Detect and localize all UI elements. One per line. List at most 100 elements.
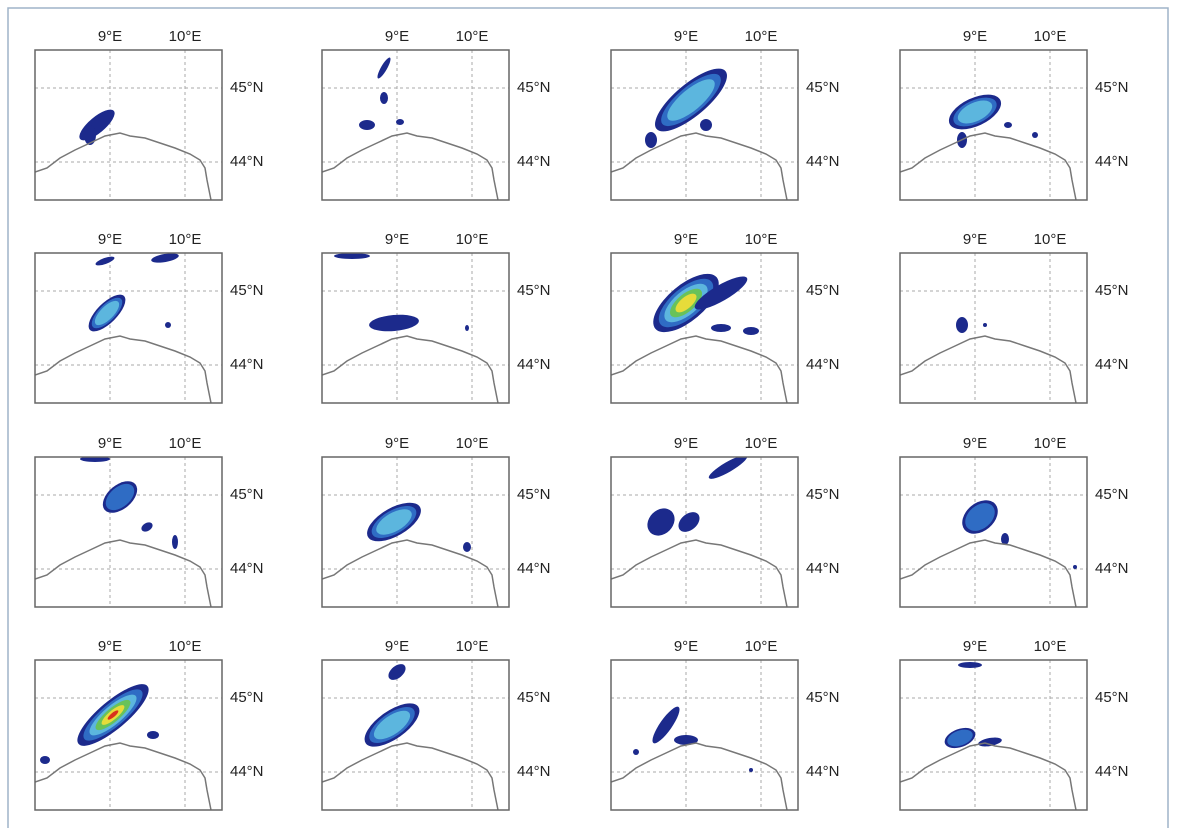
lat-label: 45°N xyxy=(517,282,551,299)
lon-label: 10°E xyxy=(745,28,778,45)
lat-label: 44°N xyxy=(1095,153,1129,170)
precip-area xyxy=(141,522,153,532)
precip-area xyxy=(165,322,171,328)
precip-area xyxy=(380,92,388,104)
precip-area xyxy=(667,79,715,121)
precip-area xyxy=(396,119,404,125)
precip-area xyxy=(1004,122,1012,128)
lon-label: 10°E xyxy=(1034,28,1067,45)
map-bg xyxy=(900,253,1087,403)
map-panel: 9°E 10°E 45°N 44°N xyxy=(321,638,551,811)
precip-area xyxy=(388,664,406,680)
map-border xyxy=(34,49,223,201)
map-border xyxy=(321,252,510,404)
map-panel: 9°E 10°E 45°N 44°N xyxy=(34,435,264,608)
map-border xyxy=(899,252,1088,404)
precip-area xyxy=(983,323,987,327)
coastline xyxy=(611,132,788,200)
coastline xyxy=(322,132,499,200)
map-bg xyxy=(611,457,798,607)
precip-area xyxy=(95,256,115,266)
coastline xyxy=(35,539,212,607)
lat-label: 44°N xyxy=(806,153,840,170)
map-border xyxy=(610,49,799,201)
lon-label: 10°E xyxy=(169,638,202,655)
lon-label: 10°E xyxy=(1034,231,1067,248)
lat-label: 45°N xyxy=(230,689,264,706)
lon-label: 9°E xyxy=(98,231,122,248)
lat-label: 44°N xyxy=(1095,560,1129,577)
lat-label: 44°N xyxy=(806,560,840,577)
precip-area xyxy=(147,731,159,739)
map-panel: 9°E 10°E 45°N 44°N xyxy=(899,28,1129,201)
map-panel: 9°E 10°E 45°N 44°N xyxy=(321,435,551,608)
map-panel: 9°E 10°E 45°N 44°N xyxy=(321,28,551,201)
map-bg xyxy=(322,660,509,810)
precip-area xyxy=(1032,132,1038,138)
lon-label: 9°E xyxy=(385,638,409,655)
map-bg xyxy=(35,660,222,810)
lat-label: 44°N xyxy=(1095,763,1129,780)
lon-label: 9°E xyxy=(963,435,987,452)
precip-area xyxy=(647,508,675,536)
lat-label: 45°N xyxy=(1095,79,1129,96)
coastline xyxy=(322,742,499,810)
map-border xyxy=(34,252,223,404)
precip-area xyxy=(965,503,995,531)
map-body xyxy=(322,457,509,607)
precip-area xyxy=(172,535,178,549)
map-border xyxy=(34,456,223,608)
lat-label: 45°N xyxy=(517,486,551,503)
precip-area xyxy=(956,317,968,333)
lat-label: 45°N xyxy=(1095,689,1129,706)
lon-label: 9°E xyxy=(98,28,122,45)
map-bg xyxy=(35,50,222,200)
map-body xyxy=(900,457,1087,607)
lat-label: 45°N xyxy=(517,689,551,706)
map-panel: 9°E 10°E 45°N 44°N xyxy=(899,435,1129,608)
lat-label: 44°N xyxy=(230,356,264,373)
precip-area xyxy=(711,324,731,332)
map-border xyxy=(899,49,1088,201)
map-bg xyxy=(900,660,1087,810)
precip-area xyxy=(633,749,639,755)
coastline xyxy=(35,335,212,403)
lon-label: 9°E xyxy=(674,231,698,248)
map-body xyxy=(322,50,509,200)
precip-area xyxy=(675,293,697,313)
frame xyxy=(7,7,1169,833)
lon-label: 10°E xyxy=(745,638,778,655)
map-body xyxy=(35,457,222,607)
precip-area xyxy=(376,509,412,535)
lat-label: 45°N xyxy=(517,79,551,96)
precip-area xyxy=(377,57,391,79)
map-panel: 9°E 10°E 45°N 44°N xyxy=(321,231,551,404)
precip-area xyxy=(694,276,748,310)
lon-label: 9°E xyxy=(98,435,122,452)
map-panel: 9°E 10°E 45°N 44°N xyxy=(34,231,264,404)
precip-area xyxy=(1001,533,1009,545)
map-body xyxy=(900,660,1087,810)
lon-label: 9°E xyxy=(674,435,698,452)
map-body xyxy=(322,253,509,403)
map-border xyxy=(899,456,1088,608)
lat-label: 45°N xyxy=(806,486,840,503)
lat-label: 44°N xyxy=(806,356,840,373)
map-panel: 9°E 10°E 45°N 44°N xyxy=(610,435,840,608)
coastline xyxy=(900,335,1077,403)
lat-label: 44°N xyxy=(230,763,264,780)
precip-area xyxy=(369,314,419,332)
precip-area xyxy=(678,512,700,532)
lat-label: 44°N xyxy=(1095,356,1129,373)
lon-label: 9°E xyxy=(385,28,409,45)
precip-area xyxy=(373,710,411,740)
coastline xyxy=(35,742,212,810)
precip-area xyxy=(463,542,471,552)
lat-label: 45°N xyxy=(230,282,264,299)
map-body xyxy=(900,50,1087,200)
map-panel: 9°E 10°E 45°N 44°N xyxy=(610,638,840,811)
coastline xyxy=(900,132,1077,200)
precip-area xyxy=(645,132,657,148)
map-panel: 9°E 10°E 45°N 44°N xyxy=(899,638,1129,811)
